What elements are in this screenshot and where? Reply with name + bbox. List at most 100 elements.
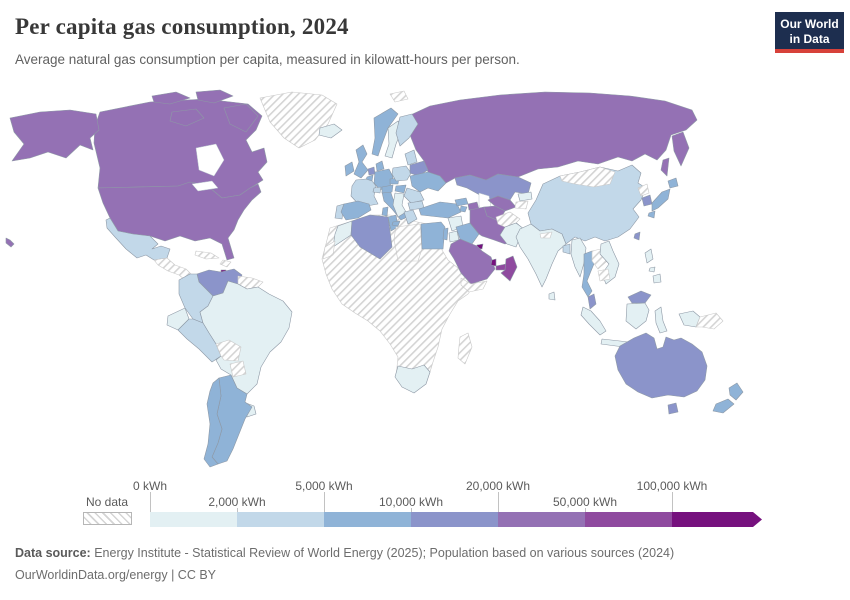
- country-ukraine[interactable]: [409, 171, 447, 193]
- region-western-sahara[interactable]: [322, 240, 336, 260]
- legend-bin-20-000-50-000-[interactable]: [498, 512, 585, 527]
- country-united-kingdom[interactable]: [353, 144, 369, 179]
- country-saudi-arabia[interactable]: [448, 238, 496, 285]
- country-nepal[interactable]: [539, 231, 553, 239]
- legend-tick: [411, 508, 412, 512]
- region-balkans[interactable]: [392, 192, 407, 218]
- country-brazil[interactable]: [199, 280, 293, 395]
- legend-bin-100-000+-[interactable]: [672, 512, 762, 527]
- country-portugal[interactable]: [334, 203, 345, 220]
- legend-bin-50-000-100-000-[interactable]: [585, 512, 672, 527]
- country-united-arab-emirates[interactable]: [495, 263, 507, 271]
- legend-tick: [498, 492, 499, 512]
- legend-bin-10-000-20-000-[interactable]: [411, 512, 498, 527]
- country-mexico[interactable]: [105, 217, 171, 261]
- country-papua-new-guinea[interactable]: [695, 312, 724, 330]
- hudson-bay: [195, 143, 225, 177]
- country-canada[interactable]: [93, 89, 268, 199]
- country-spain[interactable]: [340, 200, 372, 221]
- country-poland[interactable]: [391, 165, 412, 182]
- region-kamchatka[interactable]: [671, 131, 690, 167]
- country-madagascar[interactable]: [457, 332, 473, 365]
- country-yemen[interactable]: [460, 277, 488, 293]
- owid-logo-line2: in Data: [789, 32, 830, 46]
- country-north-korea[interactable]: [637, 183, 650, 197]
- country-oman[interactable]: [500, 255, 518, 282]
- country-kyrgyzstan[interactable]: [517, 191, 533, 202]
- country-ireland[interactable]: [344, 161, 355, 177]
- legend-tick-label: 50,000 kWh: [552, 495, 618, 509]
- legend-tick: [672, 492, 673, 512]
- country-south-korea[interactable]: [641, 194, 653, 207]
- footer-source: Data source: Energy Institute - Statisti…: [15, 546, 675, 560]
- country-qatar[interactable]: [490, 258, 497, 267]
- country-indonesia[interactable]: [580, 302, 701, 349]
- country-india[interactable]: [515, 223, 567, 288]
- legend-tick: [585, 508, 586, 512]
- country-new-zealand[interactable]: [712, 382, 744, 414]
- region-sakhalin[interactable]: [660, 157, 670, 177]
- owid-logo-line1: Our World: [780, 17, 839, 31]
- country-algeria[interactable]: [350, 214, 393, 260]
- country-russia[interactable]: [403, 91, 698, 184]
- country-united-states[interactable]: [5, 109, 262, 261]
- country-kazakhstan[interactable]: [454, 173, 532, 201]
- region-svalbard[interactable]: [389, 90, 409, 103]
- country-hungary[interactable]: [394, 184, 407, 194]
- country-mongolia[interactable]: [559, 166, 616, 188]
- country-philippines[interactable]: [644, 248, 662, 284]
- legend-tick-label: 2,000 kWh: [208, 495, 266, 509]
- country-south-africa[interactable]: [394, 364, 431, 394]
- legend-tick-label: 20,000 kWh: [465, 479, 531, 493]
- owid-logo[interactable]: Our World in Data: [775, 12, 844, 53]
- country-turkey[interactable]: [418, 201, 462, 219]
- footer-license: OurWorldinData.org/energy | CC BY: [15, 568, 217, 582]
- chart-subtitle: Average natural gas consumption per capi…: [15, 52, 520, 67]
- legend-tick-label: 5,000 kWh: [295, 479, 353, 493]
- country-bangladesh[interactable]: [562, 243, 571, 255]
- country-bolivia[interactable]: [215, 339, 242, 362]
- country-georgia[interactable]: [454, 197, 469, 207]
- country-paraguay[interactable]: [229, 360, 247, 378]
- country-switzerland[interactable]: [372, 186, 382, 194]
- legend-no-data-swatch[interactable]: [83, 512, 132, 525]
- country-denmark[interactable]: [375, 160, 385, 172]
- country-sri-lanka[interactable]: [548, 291, 556, 301]
- legend-tick-label: 10,000 kWh: [378, 495, 444, 509]
- legend-tick: [237, 508, 238, 512]
- country-cambodia[interactable]: [597, 268, 611, 282]
- country-libya[interactable]: [393, 223, 423, 262]
- legend-tick-label: 0 kWh: [132, 479, 167, 493]
- country-netherlands[interactable]: [367, 166, 376, 176]
- great-lakes: [191, 180, 219, 192]
- country-taiwan[interactable]: [633, 231, 641, 241]
- country-tajikistan[interactable]: [514, 200, 529, 210]
- country-greece[interactable]: [403, 209, 418, 225]
- legend-tick-label: 100,000 kWh: [636, 479, 708, 493]
- legend-bin-0-2-000-[interactable]: [150, 512, 237, 527]
- legend-tick: [150, 492, 151, 512]
- country-armenia[interactable]: [459, 205, 468, 213]
- country-cuba[interactable]: [194, 250, 220, 260]
- country-greenland[interactable]: [259, 91, 338, 149]
- country-chile[interactable]: [203, 377, 223, 468]
- country-iceland[interactable]: [318, 123, 343, 139]
- country-finland[interactable]: [395, 113, 419, 147]
- country-norway[interactable]: [371, 107, 399, 157]
- country-japan[interactable]: [647, 177, 679, 219]
- country-austria[interactable]: [381, 184, 394, 194]
- country-australia[interactable]: [614, 332, 708, 415]
- region-hispaniola[interactable]: [219, 259, 232, 268]
- owid-logo-red-bar: [775, 49, 844, 53]
- country-iraq[interactable]: [455, 222, 480, 245]
- footer-source-label: Data source:: [15, 546, 91, 560]
- region-baltic-states[interactable]: [404, 149, 418, 166]
- country-malaysia[interactable]: [587, 290, 652, 310]
- country-israel[interactable]: [442, 227, 449, 241]
- legend-tick: [324, 492, 325, 512]
- country-myanmar[interactable]: [570, 237, 587, 278]
- country-egypt[interactable]: [420, 221, 446, 250]
- world-choropleth-map: [5, 89, 744, 468]
- legend-bin-5-000-10-000-[interactable]: [324, 512, 411, 527]
- legend-bin-2-000-5-000-[interactable]: [237, 512, 324, 527]
